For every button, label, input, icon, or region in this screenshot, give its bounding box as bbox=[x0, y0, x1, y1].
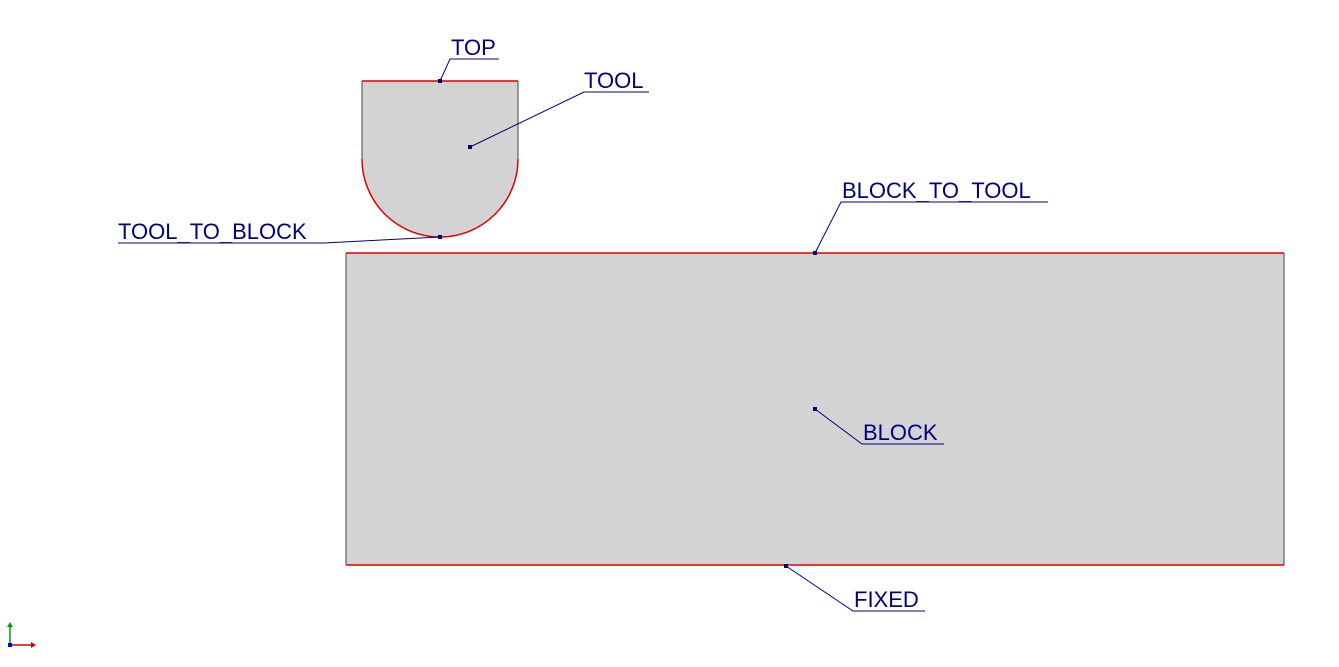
label-tool[interactable]: TOOL bbox=[584, 68, 644, 93]
anchor-block-to-tool[interactable] bbox=[813, 251, 817, 255]
label-tool-to-block[interactable]: TOOL_TO_BLOCK bbox=[118, 219, 307, 244]
label-block[interactable]: BLOCK bbox=[863, 420, 938, 445]
labels: TOP TOOL BLOCK_TO_TOOL TOOL_TO_BLOCK BLO… bbox=[118, 35, 1031, 612]
leader-top bbox=[439, 58, 499, 82]
anchor-fixed[interactable] bbox=[784, 564, 788, 568]
anchor-top[interactable] bbox=[438, 79, 442, 83]
axis-z-dot bbox=[8, 643, 12, 647]
anchor-block[interactable] bbox=[813, 407, 817, 411]
leader-fixed bbox=[785, 565, 925, 612]
leader-lines bbox=[118, 58, 1048, 612]
tool-part[interactable] bbox=[361, 80, 519, 238]
anchor-tool[interactable] bbox=[468, 145, 472, 149]
label-top[interactable]: TOP bbox=[451, 35, 496, 60]
label-fixed[interactable]: FIXED bbox=[854, 587, 919, 612]
anchor-points bbox=[438, 79, 817, 568]
anchor-tool-to-block[interactable] bbox=[438, 235, 442, 239]
leader-block-to-tool bbox=[814, 201, 1048, 254]
axis-triad-icon bbox=[7, 622, 36, 648]
axis-y-arrow bbox=[7, 622, 13, 627]
leader-tool bbox=[469, 91, 649, 148]
leader-tool-to-block bbox=[118, 236, 441, 244]
label-block-to-tool[interactable]: BLOCK_TO_TOOL bbox=[842, 178, 1031, 203]
leader-block bbox=[814, 408, 944, 445]
tool-body[interactable] bbox=[362, 81, 518, 237]
axis-x-arrow bbox=[31, 642, 36, 648]
